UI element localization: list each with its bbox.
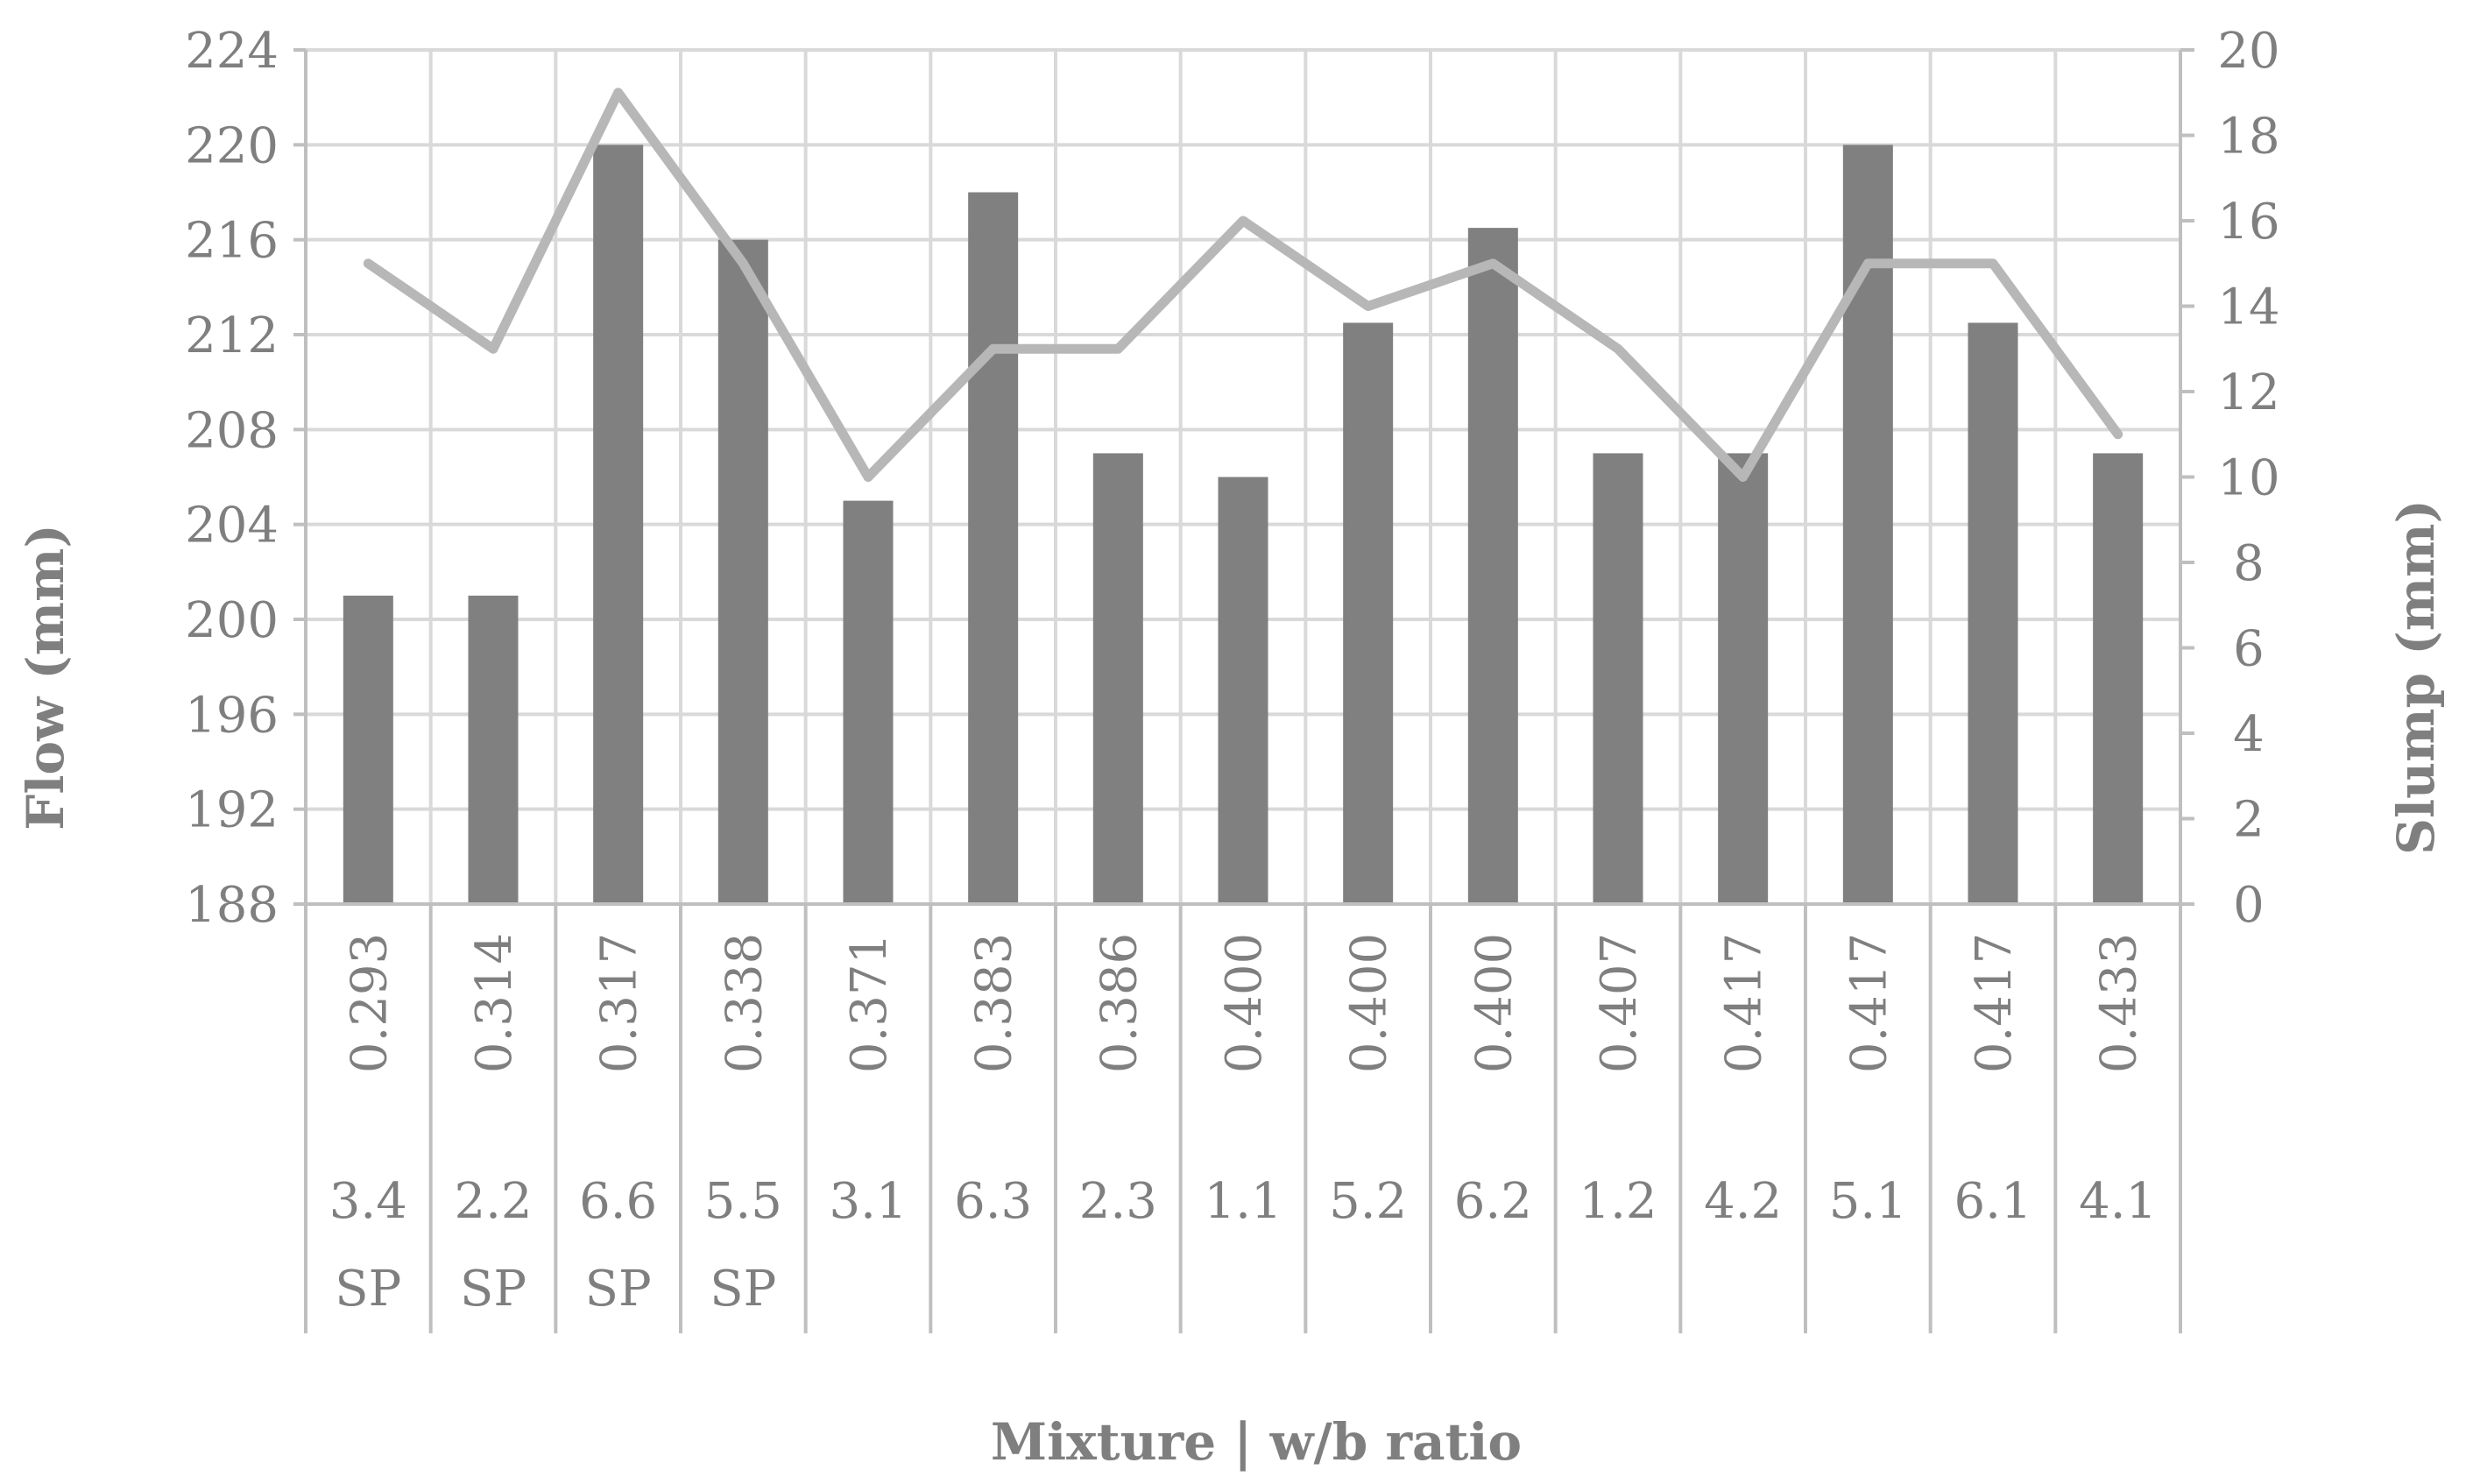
- flow-bar: [2093, 453, 2144, 904]
- category-suffix-label: SP: [335, 1261, 401, 1318]
- category-mixture-label: 6.6: [579, 1173, 657, 1230]
- flow-bar: [1467, 228, 1518, 904]
- flow-bar: [717, 239, 768, 905]
- flow-bar: [343, 595, 393, 904]
- y-tick-label: 216: [185, 213, 279, 270]
- category-ratio-label: 0.383: [966, 933, 1023, 1073]
- y-tick-label: 196: [185, 687, 279, 744]
- category-ratio-label: 0.386: [1091, 933, 1148, 1073]
- category-ratio-label: 0.417: [1841, 933, 1897, 1073]
- category-mixture-label: 3.1: [829, 1173, 907, 1230]
- y2-tick-label: 8: [2233, 535, 2265, 592]
- y-axis-left-ticks: 188 192 196 200 204 208 212 216 220 224: [185, 23, 279, 934]
- flow-bar: [1218, 477, 1268, 904]
- category-ratio-label: 0.400: [1341, 933, 1398, 1073]
- category-mixture-label: 5.1: [1829, 1173, 1907, 1230]
- category-mixture-label: 4.1: [2079, 1173, 2157, 1230]
- y2-tick-label: 10: [2217, 450, 2279, 507]
- axes: [293, 48, 2194, 1333]
- flow-bar: [1593, 453, 1643, 904]
- category-suffix-label: SP: [710, 1261, 776, 1318]
- category-mixture-label: 1.2: [1579, 1173, 1657, 1230]
- category-mixture-label: 5.2: [1329, 1173, 1407, 1230]
- category-ratio-label: 0.293: [341, 933, 398, 1073]
- category-suffix-label: SP: [460, 1261, 526, 1318]
- y-axis-left-title: Flow (mm): [16, 524, 75, 830]
- y-tick-label: 188: [185, 877, 279, 934]
- flow-bar: [1718, 453, 1769, 904]
- flow-bar: [968, 192, 1019, 904]
- flow-bar: [468, 595, 519, 904]
- y2-tick-label: 20: [2217, 23, 2279, 80]
- y2-tick-label: 6: [2233, 621, 2265, 678]
- flow-bars: [343, 145, 2144, 905]
- category-mixture-label: 6.1: [1954, 1173, 2031, 1230]
- y2-tick-label: 18: [2217, 109, 2279, 166]
- category-ratio-label: 0.314: [466, 933, 523, 1073]
- y2-tick-label: 12: [2217, 364, 2279, 421]
- category-ratio-label: 0.338: [716, 933, 773, 1073]
- y-tick-label: 212: [185, 307, 279, 364]
- flow-bar: [1092, 453, 1143, 904]
- y2-tick-label: 4: [2233, 706, 2265, 763]
- y2-tick-label: 14: [2217, 279, 2279, 336]
- flow-bar: [593, 145, 644, 905]
- category-mixture-label: 2.2: [454, 1173, 532, 1230]
- category-mixture-label: 2.3: [1079, 1173, 1157, 1230]
- y2-tick-label: 16: [2217, 194, 2279, 251]
- y-axis-right-ticks: 0 2 4 6 8 10 12 14 16 18 20: [2217, 23, 2279, 934]
- y-tick-label: 220: [185, 117, 279, 174]
- category-ratio-label: 0.407: [1591, 933, 1648, 1073]
- x-axis-categories: 0.293 3.4 SP 0.314 2.2 SP 0.317 6.6 SP 0.338 5.5 SP…: [329, 933, 2157, 1318]
- category-ratio-label: 0.433: [2091, 933, 2148, 1073]
- category-mixture-label: 6.3: [954, 1173, 1032, 1230]
- y-tick-label: 224: [185, 23, 279, 80]
- category-suffix-label: SP: [585, 1261, 652, 1318]
- category-mixture-label: 1.1: [1204, 1173, 1282, 1230]
- category-ratio-label: 0.371: [841, 933, 898, 1073]
- category-mixture-label: 6.2: [1454, 1173, 1532, 1230]
- slump-line: [363, 88, 2123, 482]
- category-ratio-label: 0.400: [1466, 933, 1523, 1073]
- y2-tick-label: 2: [2233, 792, 2265, 849]
- category-ratio-label: 0.417: [1716, 933, 1773, 1073]
- category-mixture-label: 4.2: [1704, 1173, 1782, 1230]
- flow-bar: [1343, 322, 1394, 904]
- y-axis-right-title: Slump (mm): [2386, 499, 2446, 855]
- category-mixture-label: 5.5: [704, 1173, 782, 1230]
- y2-tick-label: 0: [2233, 877, 2265, 934]
- flow-bar: [1968, 322, 2018, 904]
- category-mixture-label: 3.4: [329, 1173, 407, 1230]
- flow-bar: [843, 500, 894, 904]
- y-tick-label: 192: [185, 782, 279, 839]
- category-ratio-label: 0.417: [1966, 933, 2023, 1073]
- x-axis-title: Mixture | w/b ratio: [991, 1412, 1522, 1472]
- category-ratio-label: 0.317: [591, 933, 648, 1073]
- category-ratio-label: 0.400: [1216, 933, 1273, 1073]
- y-tick-label: 200: [185, 592, 279, 649]
- y-tick-label: 204: [185, 498, 279, 555]
- y-tick-label: 208: [185, 402, 279, 459]
